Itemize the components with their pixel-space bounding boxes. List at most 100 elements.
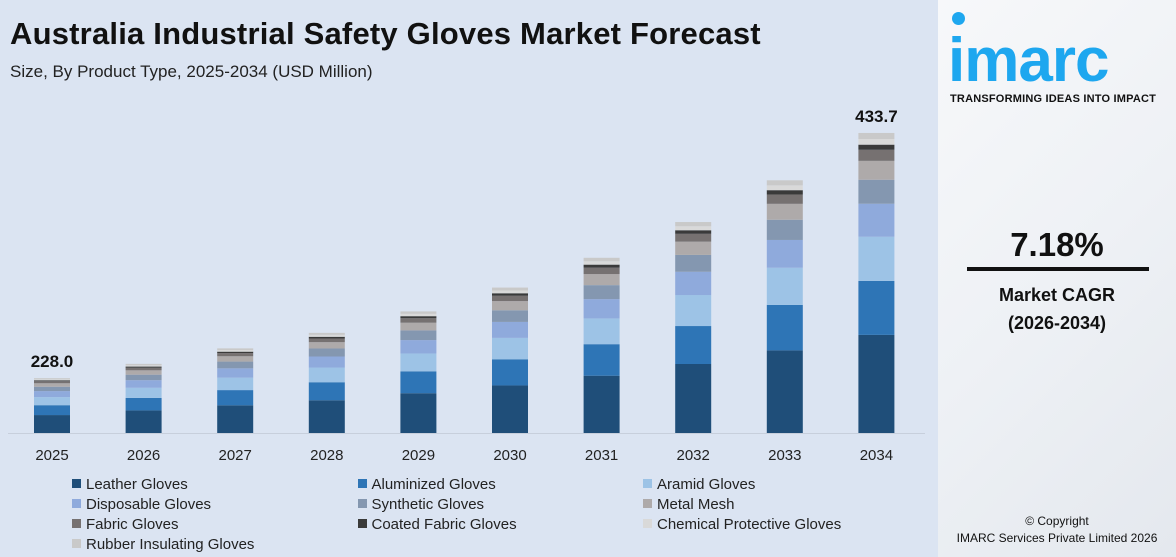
- bar-segment: [583, 375, 620, 433]
- bar-segment: [308, 332, 345, 335]
- bar-segment: [766, 267, 803, 305]
- bar-segment: [125, 410, 162, 433]
- legend-label: Fabric Gloves: [86, 516, 179, 533]
- bar-segment: [125, 387, 162, 398]
- bar-segment: [675, 226, 712, 231]
- bar-segment: [583, 344, 620, 376]
- bar-segment: [766, 219, 803, 240]
- legend-swatch: [643, 479, 652, 488]
- legend-label: Aluminized Gloves: [371, 476, 496, 493]
- copyright: © Copyright: [1025, 514, 1089, 528]
- data-label: 228.0: [31, 352, 74, 371]
- bar-segment: [308, 400, 345, 433]
- legend-item: Rubber Insulating Gloves: [72, 536, 254, 553]
- bar-segment: [492, 337, 528, 360]
- legend-item: Chemical Protective Gloves: [643, 516, 841, 533]
- legend-swatch: [643, 519, 652, 528]
- bar-segment: [308, 342, 345, 349]
- bar-segment: [583, 267, 620, 275]
- bar-segment: [858, 203, 895, 237]
- legend-label: Coated Fabric Gloves: [371, 516, 517, 533]
- legend-label: Metal Mesh: [657, 496, 735, 513]
- bar-segment: [34, 380, 70, 382]
- cagr-label: Market CAGR: [998, 285, 1116, 305]
- bar-segment: [766, 304, 803, 351]
- legend-item: Aluminized Gloves: [357, 476, 496, 493]
- bar-segment: [34, 381, 70, 384]
- bar-segment: [858, 236, 895, 281]
- bar-segment: [217, 361, 254, 369]
- bar-segment: [217, 351, 254, 354]
- bar-segment: [125, 366, 162, 368]
- bar-segment: [675, 230, 712, 234]
- x-tick-label: 2032: [677, 447, 710, 464]
- bar-segment: [583, 318, 620, 345]
- bar-segment: [766, 180, 803, 186]
- bar-segment: [492, 301, 528, 311]
- bar-segment: [217, 348, 254, 351]
- bar-segment: [400, 322, 437, 331]
- legend-label: Rubber Insulating Gloves: [86, 536, 255, 553]
- bar-segment: [34, 415, 70, 433]
- bar-segment: [308, 338, 345, 343]
- bar-segment: [400, 340, 437, 354]
- bar-segment: [675, 222, 712, 227]
- x-tick-label: 2033: [768, 447, 801, 464]
- bar-segment: [217, 350, 254, 352]
- bar-segment: [125, 367, 162, 371]
- legend-swatch: [357, 519, 367, 528]
- x-tick-label: 2025: [35, 447, 68, 464]
- legend-label: Aramid Gloves: [657, 476, 756, 493]
- bar-segment: [217, 356, 254, 362]
- bar-segment: [675, 364, 712, 433]
- bar-segment: [492, 295, 528, 302]
- bar-segment: [675, 241, 712, 255]
- legend-label: Leather Gloves: [86, 476, 188, 493]
- side-panel: imarc TRANSFORMING IDEAS INTO IMPACT 7.1…: [938, 0, 1176, 557]
- bar-segment: [217, 368, 254, 378]
- x-tick-label: 2034: [860, 447, 893, 464]
- bar-segment: [400, 330, 437, 341]
- bar-segment: [766, 194, 803, 204]
- bar-segment: [675, 326, 712, 365]
- tagline: TRANSFORMING IDEAS INTO IMPACT: [950, 93, 1157, 105]
- bar-segment: [34, 378, 70, 380]
- bar-segment: [583, 274, 620, 286]
- bar-segment: [858, 179, 895, 204]
- bar-segment: [492, 310, 528, 322]
- bar-segment: [858, 149, 895, 161]
- bar-segment: [125, 374, 162, 381]
- bar-segment: [400, 393, 437, 433]
- bar-segment: [492, 290, 528, 294]
- bar-segment: [308, 356, 345, 368]
- bar-segment: [400, 353, 437, 372]
- legend-label: Disposable Gloves: [86, 496, 212, 513]
- x-tick-label: 2031: [585, 447, 618, 464]
- bar-segment: [125, 370, 162, 375]
- bar-segment: [34, 379, 70, 381]
- bar-segment: [766, 350, 803, 433]
- legend-swatch: [72, 499, 81, 508]
- legend-label: Chemical Protective Gloves: [657, 516, 842, 533]
- bar-segment: [217, 377, 254, 391]
- x-tick-label: 2026: [127, 447, 160, 464]
- imarc-logo: imarc: [948, 26, 1109, 95]
- legend-item: Disposable Gloves: [72, 496, 211, 513]
- bar-segment: [858, 334, 895, 433]
- x-tick-label: 2027: [219, 447, 252, 464]
- bar-segment: [858, 138, 895, 145]
- chart-panel: Australia Industrial Safety Gloves Marke…: [8, 16, 925, 553]
- chart-subtitle: Size, By Product Type, 2025-2034 (USD Mi…: [10, 62, 373, 81]
- legend-item: Metal Mesh: [643, 496, 735, 513]
- company-name: IMARC Services Private Limited 2026: [956, 531, 1158, 545]
- cagr-value: 7.18%: [1010, 226, 1104, 263]
- bar-segment: [308, 336, 345, 339]
- legend-item: Coated Fabric Gloves: [357, 516, 517, 533]
- bar-segment: [766, 185, 803, 191]
- bar-segment: [858, 280, 895, 335]
- bar-segment: [492, 359, 528, 386]
- bar-segment: [492, 385, 528, 433]
- bar-segment: [583, 285, 620, 300]
- legend-item: Leather Gloves: [72, 476, 188, 493]
- bar-segment: [492, 293, 528, 296]
